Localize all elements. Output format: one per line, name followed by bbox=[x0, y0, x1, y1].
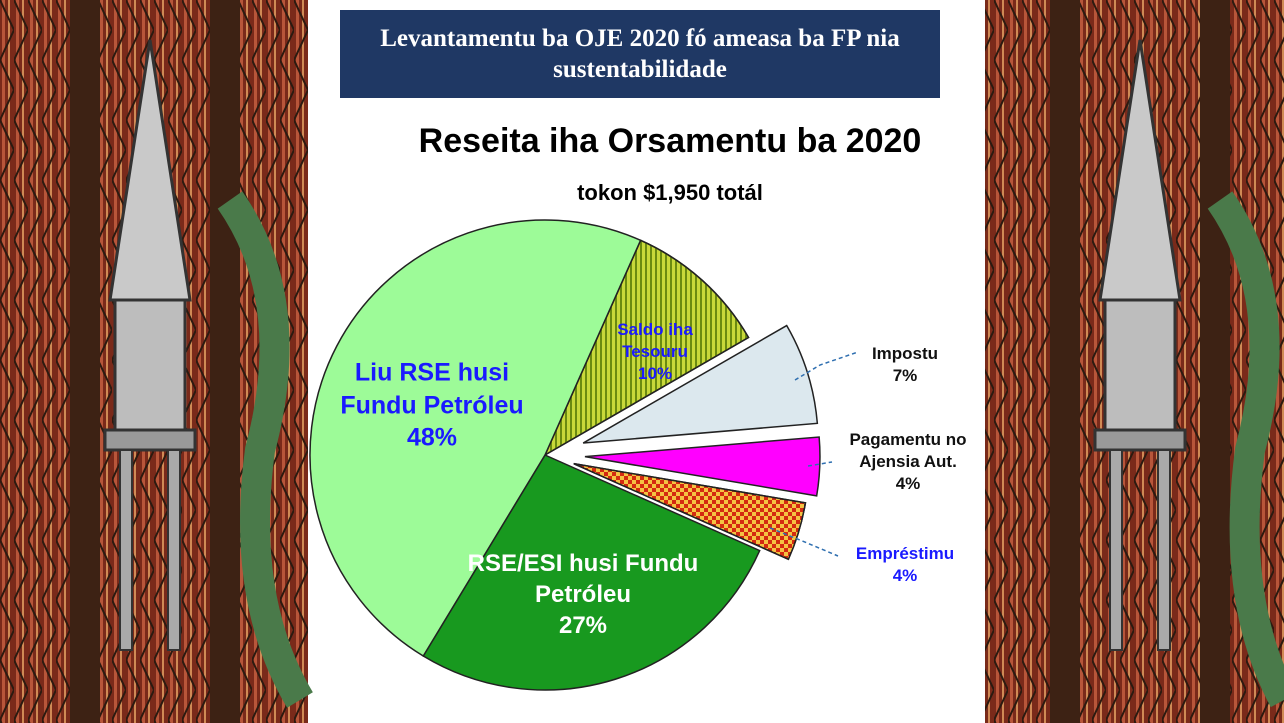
slice-label: Pagamentu no Ajensia Aut.4% bbox=[823, 429, 993, 495]
slice-value: 10% bbox=[600, 363, 710, 385]
slice-category: RSE/ESI husi Fundu Petróleu bbox=[453, 548, 713, 610]
slice-category: Impostu bbox=[835, 343, 975, 365]
slice-value: 4% bbox=[823, 473, 993, 495]
chart-subtitle: tokon $1,950 totál bbox=[330, 180, 1010, 206]
slice-category: Empréstimu bbox=[835, 543, 975, 565]
slice-value: 4% bbox=[835, 565, 975, 587]
right-artwork bbox=[985, 0, 1284, 723]
slice-value: 48% bbox=[322, 421, 542, 454]
slide: Levantamentu ba OJE 2020 fó ameasa ba FP… bbox=[0, 0, 1284, 723]
slice-category: Liu RSE husi Fundu Petróleu bbox=[322, 356, 542, 421]
slice-value: 27% bbox=[453, 611, 713, 642]
slice-category: Saldo iha Tesouru bbox=[600, 319, 710, 363]
slide-header: Levantamentu ba OJE 2020 fó ameasa ba FP… bbox=[340, 10, 940, 98]
left-artwork bbox=[0, 0, 308, 723]
slice-value: 7% bbox=[835, 365, 975, 387]
slice-category: Pagamentu no Ajensia Aut. bbox=[823, 429, 993, 473]
chart-title: Reseita iha Orsamentu ba 2020 bbox=[330, 122, 1010, 161]
